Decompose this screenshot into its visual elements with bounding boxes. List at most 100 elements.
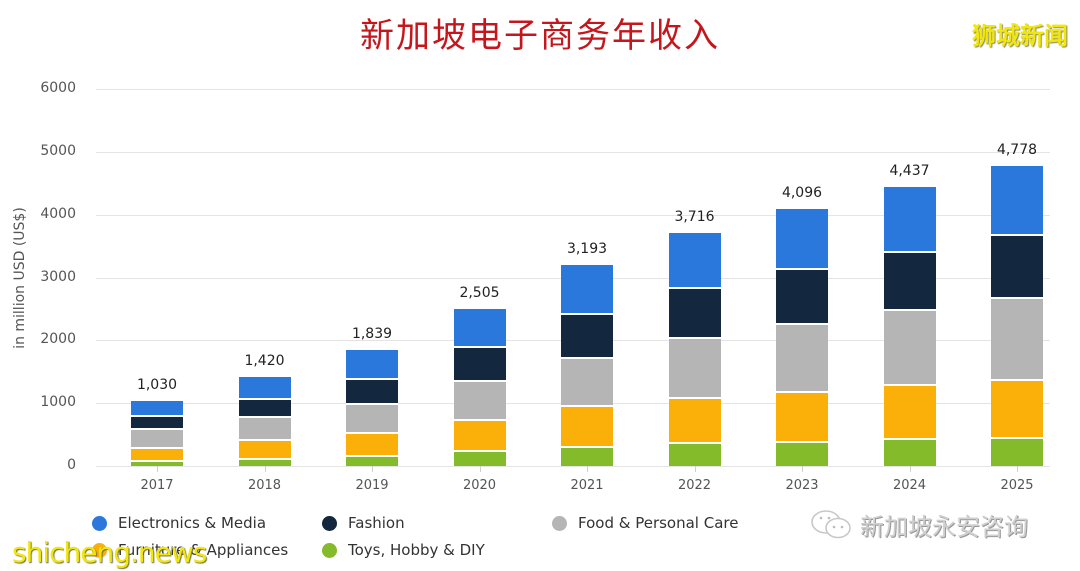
x-tick-mark: [372, 466, 373, 472]
bar-segment-toys-hobby-diy[interactable]: [883, 438, 936, 466]
x-tick-mark: [694, 466, 696, 472]
y-tick-label: 1000: [40, 394, 76, 411]
bar-segment-electronics-media[interactable]: [991, 165, 1043, 235]
legend-item-food-personal-care[interactable]: Food & Personal Care: [552, 514, 738, 532]
bar-2017[interactable]: [131, 0, 183, 571]
bar-segment-food-personal-care[interactable]: [883, 309, 936, 385]
bar-segment-food-personal-care[interactable]: [991, 296, 1043, 379]
y-tick-label: 6000: [40, 80, 76, 96]
bar-segment-furniture-appliances[interactable]: [883, 384, 936, 439]
bar-segment-furniture-appliances[interactable]: [561, 404, 613, 447]
bar-segment-food-personal-care[interactable]: [776, 323, 828, 391]
bar-segment-furniture-appliances[interactable]: [991, 378, 1043, 437]
bar-segment-fashion[interactable]: [883, 250, 936, 310]
bar-total-label: 3,716: [674, 208, 715, 225]
legend-label: Furniture & Appliances: [118, 541, 289, 559]
x-tick-label: 2018: [247, 478, 282, 493]
bar-segment-toys-hobby-diy[interactable]: [453, 449, 506, 466]
bar-segment-food-personal-care[interactable]: [131, 428, 183, 448]
bar-segment-fashion[interactable]: [131, 415, 183, 429]
chart-title: 新加坡电子商务年收入: [360, 16, 720, 56]
gridline: [96, 214, 1050, 216]
bar-segment-electronics-media[interactable]: [453, 308, 506, 346]
x-tick-label: 2025: [1000, 478, 1034, 493]
bar-segment-electronics-media[interactable]: [776, 208, 828, 269]
x-tick-mark: [909, 466, 911, 472]
bar-segment-fashion[interactable]: [668, 286, 721, 337]
bar-segment-furniture-appliances[interactable]: [453, 418, 506, 450]
bar-total-label: 4,437: [889, 163, 930, 180]
bar-segment-electronics-media[interactable]: [131, 401, 183, 416]
legend-label: Toys, Hobby & DIY: [348, 541, 485, 559]
x-tick-label: 2022: [677, 478, 712, 493]
bar-segment-food-personal-care[interactable]: [561, 357, 613, 405]
legend-dot-icon: [322, 515, 337, 531]
bar-2019[interactable]: [346, 0, 398, 571]
legend-label: Food & Personal Care: [578, 514, 739, 532]
y-tick-label: 3000: [40, 268, 76, 285]
bar-segment-electronics-media[interactable]: [668, 232, 721, 287]
bar-segment-food-personal-care[interactable]: [453, 379, 506, 419]
wechat-icon: [811, 509, 851, 538]
bar-segment-furniture-appliances[interactable]: [668, 396, 721, 443]
bar-segment-fashion[interactable]: [453, 345, 506, 380]
bar-segment-food-personal-care[interactable]: [346, 403, 398, 432]
legend-item-toys-hobby-diy[interactable]: Toys, Hobby & DIY: [322, 541, 485, 559]
bar-segment-furniture-appliances[interactable]: [238, 439, 291, 458]
bar-segment-fashion[interactable]: [346, 378, 398, 404]
bar-segment-electronics-media[interactable]: [561, 265, 613, 314]
bar-segment-food-personal-care[interactable]: [668, 336, 721, 397]
bar-total-label: 1,839: [351, 326, 393, 343]
legend-item-fashion[interactable]: Fashion: [322, 514, 405, 532]
bar-segment-toys-hobby-diy[interactable]: [991, 436, 1043, 466]
bar-total-label: 2,505: [459, 284, 500, 301]
y-axis-title: in million USD (US$): [12, 207, 28, 349]
bar-total-label: 1,030: [136, 377, 178, 394]
legend-label: Fashion: [348, 514, 405, 532]
bar-segment-toys-hobby-diy[interactable]: [561, 446, 613, 466]
legend-dot-icon: [322, 542, 337, 558]
bar-segment-toys-hobby-diy[interactable]: [238, 457, 291, 466]
gridline: [96, 466, 1050, 467]
x-tick-label: 2023: [785, 478, 819, 493]
bar-segment-furniture-appliances[interactable]: [346, 431, 398, 455]
legend-item-furniture-appliances[interactable]: Furniture & Appliances: [92, 541, 288, 559]
x-tick-label: 2017: [140, 478, 174, 493]
bar-segment-electronics-media[interactable]: [883, 187, 936, 251]
bar-segment-toys-hobby-diy[interactable]: [776, 440, 828, 466]
bar-total-label: 4,778: [996, 141, 1038, 158]
bar-segment-fashion[interactable]: [561, 313, 613, 358]
bar-segment-fashion[interactable]: [238, 397, 291, 416]
bar-segment-furniture-appliances[interactable]: [131, 447, 183, 460]
bar-segment-fashion[interactable]: [991, 234, 1043, 297]
x-tick-mark: [1017, 466, 1018, 472]
bar-2025[interactable]: [991, 0, 1043, 571]
brand-watermark: 狮城新闻: [972, 22, 1068, 50]
bar-segment-toys-hobby-diy[interactable]: [346, 455, 398, 466]
x-tick-mark: [802, 466, 803, 472]
site-watermark: shicheng.news: [12, 536, 207, 569]
legend-item-electronics-media[interactable]: Electronics & Media: [92, 514, 266, 532]
bar-2024[interactable]: [883, 0, 936, 571]
bar-2021[interactable]: [561, 0, 613, 571]
bar-2018[interactable]: [238, 0, 291, 571]
bar-2020[interactable]: [453, 0, 506, 571]
x-tick-mark: [587, 466, 588, 472]
bar-total-label: 4,096: [781, 184, 823, 201]
legend-label: Electronics & Media: [118, 514, 267, 532]
bar-segment-electronics-media[interactable]: [346, 350, 398, 379]
bar-segment-electronics-media[interactable]: [238, 376, 291, 398]
bar-segment-furniture-appliances[interactable]: [776, 390, 828, 441]
legend-dot-icon: [92, 542, 107, 558]
bar-segment-food-personal-care[interactable]: [238, 415, 291, 440]
wechat-account-name: 新加坡永安咨询: [860, 513, 1028, 541]
bar-segment-toys-hobby-diy[interactable]: [131, 459, 183, 466]
bar-2022[interactable]: [668, 0, 721, 571]
bar-segment-toys-hobby-diy[interactable]: [668, 442, 721, 466]
bar-total-label: 1,420: [244, 352, 285, 369]
gridline: [96, 89, 1050, 90]
bar-total-label: 3,193: [566, 241, 608, 258]
bar-segment-fashion[interactable]: [776, 268, 828, 324]
bar-2023[interactable]: [776, 0, 828, 571]
